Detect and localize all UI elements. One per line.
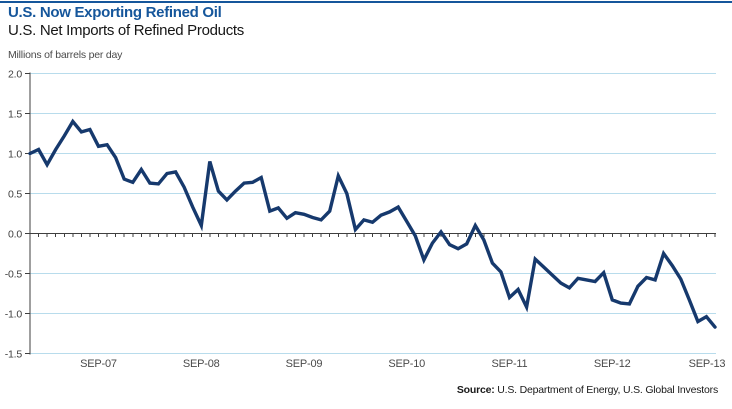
y-axis-unit-label: Millions of barrels per day [8, 49, 123, 61]
chart-gridlines [30, 72, 716, 355]
y-tick-label: 1.5 [8, 108, 22, 120]
y-tick-label: 1.0 [8, 148, 22, 160]
y-tick-label: 0.5 [8, 188, 22, 200]
y-tick-label: -0.5 [5, 268, 23, 280]
x-tick-label: SEP-10 [388, 358, 425, 370]
x-tick-label: SEP-07 [80, 358, 117, 370]
x-axis-labels: SEP-07 SEP-08 SEP-09 SEP-10 SEP-11 SEP-12 SEP-… [80, 358, 725, 370]
x-tick-label: SEP-08 [183, 358, 220, 370]
x-tick-label: SEP-09 [286, 358, 323, 370]
y-tick-label: -1.5 [5, 348, 23, 360]
source-label: Source: [456, 384, 495, 396]
y-axis: 2.0 1.5 1.0 0.5 0.0 -0.5 -1.0 -1.5 [5, 68, 31, 360]
x-tick-label: SEP-12 [594, 358, 631, 370]
net-imports-series-line [28, 118, 717, 329]
chart-subtitle: U.S. Net Imports of Refined Products [8, 22, 244, 39]
x-tick-label: SEP-13 [689, 358, 726, 370]
x-tick-label: SEP-11 [492, 358, 528, 370]
source-attribution: Source: U.S. Department of Energy, U.S. … [457, 384, 718, 396]
zero-baseline-axis [29, 232, 716, 238]
chart-title: U.S. Now Exporting Refined Oil [8, 4, 222, 21]
source-text: U.S. Department of Energy, U.S. Global I… [494, 384, 718, 396]
y-tick-label: -1.0 [5, 308, 23, 320]
y-tick-label: 0.0 [8, 228, 22, 240]
header-accent-rule [0, 1, 732, 3]
y-tick-label: 2.0 [8, 68, 22, 80]
